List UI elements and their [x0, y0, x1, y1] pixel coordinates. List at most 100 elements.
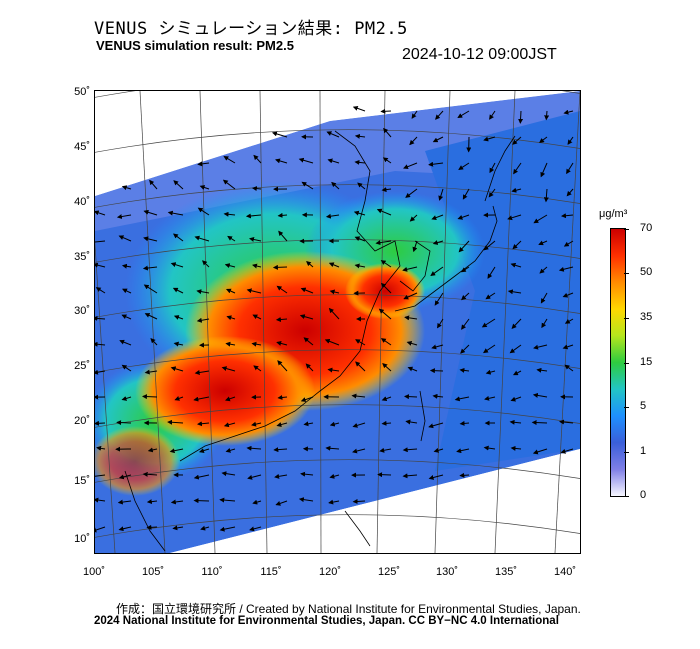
wind-arrow [432, 240, 444, 245]
wind-arrow [485, 369, 496, 375]
colorbar-label: 0 [640, 489, 647, 501]
wind-arrow [121, 263, 132, 269]
wind-arrow [409, 136, 418, 146]
colorbar [610, 228, 626, 497]
wind-arrow [559, 419, 574, 425]
wind-arrow [95, 369, 106, 375]
wind-arrow [489, 110, 496, 120]
wind-arrow [95, 240, 106, 243]
wind-arrow [532, 392, 548, 398]
wind-arrow [380, 108, 392, 114]
wind-arrow [325, 445, 340, 451]
wind-arrow [249, 237, 262, 242]
lon-label: 125˚ [377, 566, 401, 578]
coastlines [124, 130, 516, 552]
wind-arrow [533, 344, 548, 350]
wind-arrow [460, 266, 470, 273]
wind-arrow [193, 498, 210, 504]
wind-arrow [403, 162, 418, 170]
wind-arrow [174, 396, 184, 401]
wind-vectors [95, 106, 574, 533]
colorbar-unit: μg/m³ [599, 208, 628, 220]
wind-arrow [406, 340, 418, 346]
wind-arrow [512, 370, 522, 376]
wind-arrow [540, 292, 548, 304]
wind-arrow [533, 214, 548, 224]
wind-arrow [147, 447, 158, 453]
wind-arrow [405, 188, 418, 198]
map-canvas [95, 91, 580, 553]
wind-arrow [303, 421, 314, 427]
wind-arrow [117, 499, 132, 505]
wind-arrow [510, 396, 522, 402]
wind-arrow [352, 422, 366, 428]
wind-arrow [298, 497, 314, 503]
wind-arrow [274, 473, 288, 479]
wind-arrow [118, 235, 132, 242]
wind-arrow [402, 447, 418, 453]
wind-arrow [194, 370, 210, 375]
wind-arrow [433, 447, 444, 453]
wind-arrow [483, 445, 496, 451]
wind-arrow [507, 289, 522, 295]
wind-arrow [196, 421, 210, 427]
wind-arrow [300, 287, 314, 294]
lat-label: 30˚ [74, 305, 90, 317]
wind-arrow [95, 341, 106, 347]
wind-arrow [225, 447, 236, 453]
wind-arrow [199, 185, 210, 190]
wind-arrow [328, 499, 340, 505]
wind-arrow [456, 448, 470, 454]
wind-arrow [454, 396, 470, 402]
lon-label: 130˚ [435, 566, 459, 578]
wind-arrow [221, 471, 236, 477]
lat-label: 50˚ [74, 86, 90, 98]
lat-label: 10˚ [74, 533, 90, 545]
wind-arrow [380, 338, 392, 346]
wind-arrow [353, 210, 366, 216]
wind-arrow [432, 136, 444, 143]
wind-arrow [173, 341, 184, 347]
colorbar-label: 70 [640, 222, 653, 234]
wind-arrow [352, 106, 366, 112]
lat-label: 20˚ [74, 415, 90, 427]
wind-arrow [95, 315, 106, 321]
wind-arrow [298, 157, 314, 164]
wind-arrow [461, 292, 470, 301]
wind-arrow [271, 131, 288, 138]
wind-arrow [225, 288, 236, 294]
wind-arrow [458, 162, 470, 171]
wind-arrow [481, 318, 496, 328]
wind-arrow [562, 344, 574, 350]
wind-arrow [143, 236, 158, 242]
wind-arrow [411, 110, 418, 119]
wind-arrow [300, 471, 314, 477]
wind-arrow [354, 133, 366, 139]
lon-label: 100˚ [82, 566, 106, 578]
wind-arrow [429, 368, 444, 374]
wind-arrow [146, 499, 158, 505]
wind-arrow [193, 396, 210, 402]
wind-arrow [438, 188, 444, 201]
wind-arrow [431, 214, 444, 220]
wind-arrow [246, 288, 262, 294]
wind-arrow [540, 162, 548, 178]
wind-arrow [142, 265, 158, 271]
wind-arrow [380, 260, 392, 268]
wind-arrow [383, 127, 392, 138]
wind-arrow [223, 156, 236, 164]
wind-arrow [299, 314, 314, 320]
wind-arrow [558, 266, 574, 272]
wind-arrow [277, 212, 288, 218]
colorbar-label: 5 [640, 400, 647, 412]
pm25-map [94, 90, 581, 554]
title-english: VENUS simulation result: PM2.5 [96, 38, 294, 53]
wind-arrow [327, 158, 340, 164]
wind-arrow [95, 210, 106, 216]
wind-arrow [375, 240, 392, 246]
wind-arrow [275, 500, 288, 506]
wind-arrow [355, 361, 366, 372]
wind-arrow [225, 341, 236, 347]
wind-arrow [538, 240, 548, 246]
wind-arrow [172, 525, 184, 531]
